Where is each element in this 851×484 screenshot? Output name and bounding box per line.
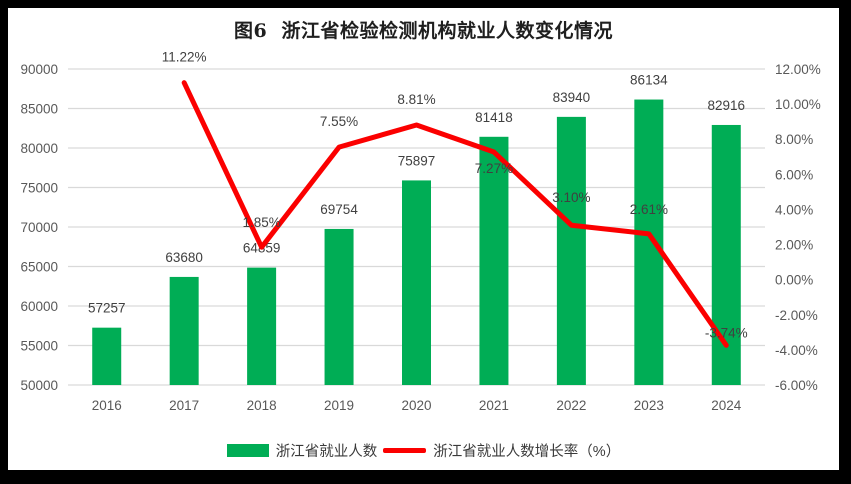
bar-2018	[247, 267, 277, 385]
bar-value-label: 69754	[320, 202, 358, 217]
left-axis-tick: 50000	[20, 378, 58, 393]
chart-title: 图6 浙江省检验检测机构就业人数变化情况	[234, 20, 613, 42]
line-value-label: -3.74%	[705, 325, 748, 340]
bar-value-label: 83940	[553, 90, 591, 105]
right-axis-tick: 4.00%	[775, 202, 813, 217]
left-axis-tick: 75000	[20, 181, 58, 196]
right-axis-tick: 12.00%	[775, 62, 821, 77]
x-axis-label: 2024	[711, 398, 742, 413]
right-axis-tick: 0.00%	[775, 273, 813, 288]
bar-2019	[324, 228, 354, 385]
bar-value-label: 86134	[630, 73, 668, 88]
combo-chart: 90000 85000 80000 75000 70000 65000 60000 55000…	[20, 50, 821, 413]
right-axis-tick: -2.00%	[775, 308, 818, 323]
line-value-label: 3.10%	[552, 190, 590, 205]
legend-item-employment: 浙江省就业人数	[226, 440, 378, 461]
left-axis-tick: 80000	[20, 141, 58, 156]
left-axis-tick: 65000	[20, 260, 58, 275]
left-axis-tick: 60000	[20, 299, 58, 314]
left-axis-tick: 90000	[20, 62, 58, 77]
bar-2020	[402, 180, 431, 385]
x-axis-label: 2019	[324, 398, 354, 413]
left-axis-tick: 70000	[20, 220, 58, 235]
x-axis-label: 2016	[92, 398, 122, 413]
left-axis-tick: 85000	[20, 102, 58, 117]
right-axis-tick: 8.00%	[775, 132, 813, 147]
line-value-label: 7.55%	[320, 114, 358, 129]
bar-2016	[92, 327, 122, 385]
legend-item-growth-rate: 浙江省就业人数增长率（%）	[383, 440, 620, 461]
bar-2021	[479, 136, 509, 385]
left-axis-tick: 55000	[20, 339, 58, 354]
x-axis-label: 2017	[169, 398, 199, 413]
right-axis-tick: -4.00%	[775, 343, 818, 358]
bar-2017	[169, 276, 199, 385]
right-axis-tick: -6.00%	[775, 378, 818, 393]
growth-rate-line	[181, 80, 729, 348]
bar-value-label: 63680	[165, 250, 203, 265]
line-value-label: 8.81%	[397, 92, 435, 107]
right-axis-tick: 2.00%	[775, 238, 813, 253]
x-axis-label: 2018	[247, 398, 277, 413]
right-axis-tick: 10.00%	[775, 97, 821, 112]
bar-value-label: 82916	[708, 98, 746, 113]
legend-label-growth-rate: 浙江省就业人数增长率（%）	[433, 443, 621, 460]
line-value-label: 7.27%	[475, 161, 513, 176]
legend-label-employment: 浙江省就业人数	[275, 443, 378, 460]
line-series-swatch-icon	[383, 447, 427, 453]
bar-series-swatch-icon	[226, 443, 269, 457]
x-axis-label: 2021	[479, 398, 509, 413]
bar-value-label: 75897	[398, 153, 436, 168]
bar-2022	[556, 116, 586, 386]
chart-legend: 浙江省就业人数 浙江省就业人数增长率（%）	[8, 438, 839, 462]
line-value-label: 11.22%	[162, 50, 207, 65]
line-value-label: 1.85%	[242, 215, 280, 230]
right-axis-tick: 6.00%	[775, 167, 813, 182]
bar-value-label: 57257	[88, 301, 126, 316]
bar-value-label: 81418	[475, 110, 513, 125]
x-axis-label: 2023	[634, 398, 664, 413]
chart-canvas: 图6 浙江省检验检测机构就业人数变化情况 90000 85000 80000 7500…	[8, 8, 839, 470]
line-value-label: 2.61%	[630, 202, 668, 217]
bar-2023	[634, 99, 664, 386]
x-axis-label: 2020	[401, 398, 431, 413]
x-axis-label: 2022	[556, 398, 586, 413]
